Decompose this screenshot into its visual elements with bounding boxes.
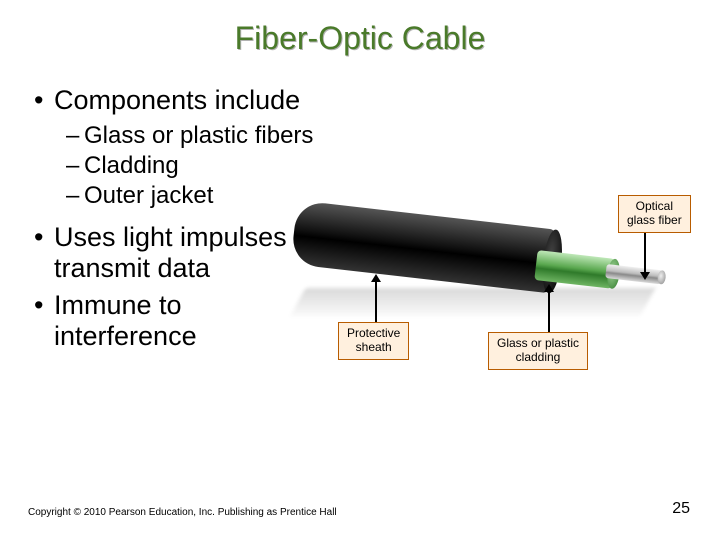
page-number: 25 [672,500,690,518]
bullet-light-impulses: Uses light impulses to transmit data [28,222,328,284]
label-cladding-line1: Glass or plastic [497,336,579,350]
arrowhead-sheath [371,274,381,282]
label-sheath-line2: sheath [356,340,392,354]
diagram-sheath [290,200,556,293]
bullet-components: Components include [28,85,700,116]
label-sheath-line1: Protective [347,326,400,340]
arrowhead-cladding [544,284,554,292]
label-cladding-line2: cladding [516,350,561,364]
cable-diagram: Protective sheath Glass or plastic cladd… [290,180,710,380]
subbullet-fibers: Glass or plastic fibers [28,122,700,150]
bullet-immune: Immune to interference [28,290,328,352]
label-glass-plastic-cladding: Glass or plastic cladding [488,332,588,370]
arrow-cladding [548,290,550,332]
label-fiber-line2: glass fiber [627,213,682,227]
label-fiber-line1: Optical [636,199,673,213]
arrow-fiber [644,232,646,276]
arrow-sheath [375,280,377,322]
label-protective-sheath: Protective sheath [338,322,409,360]
label-optical-glass-fiber: Optical glass fiber [618,195,691,233]
cable-shadow [291,288,656,316]
slide-title: Fiber-Optic Cable [0,0,720,85]
subbullet-cladding: Cladding [28,152,700,180]
copyright-text: Copyright © 2010 Pearson Education, Inc.… [28,507,337,518]
arrowhead-fiber [640,272,650,280]
